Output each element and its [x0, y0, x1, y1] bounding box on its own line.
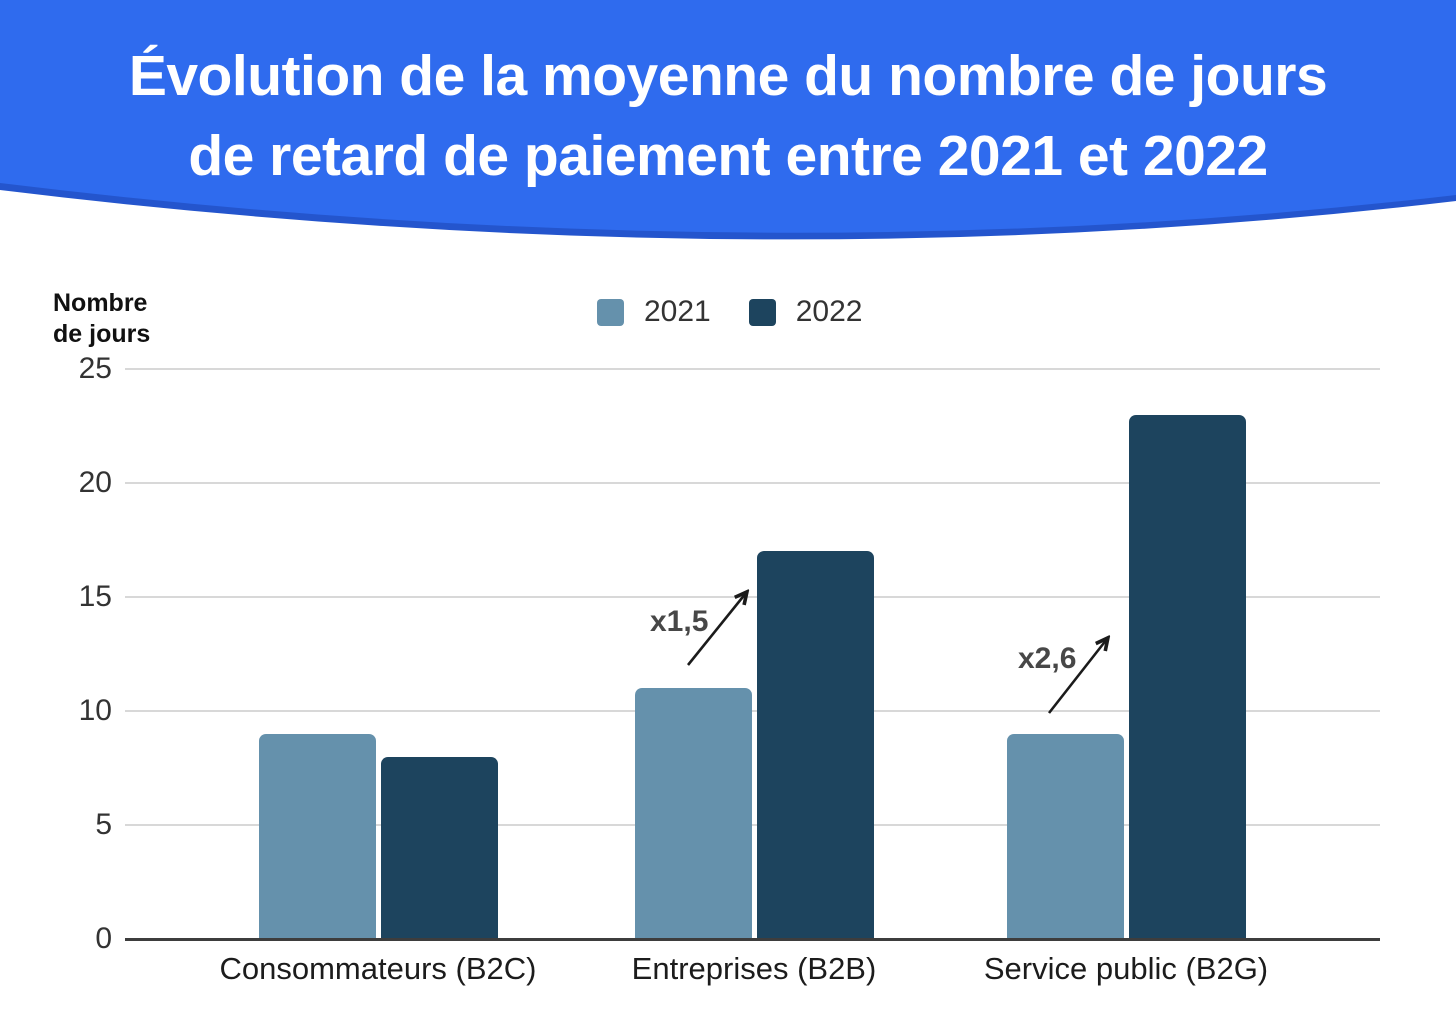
legend-label-2021: 2021 [644, 295, 711, 328]
page-title-line2: de retard de paiement entre 2021 et 2022 [188, 124, 1268, 188]
bar-2021-category-3 [1006, 733, 1124, 939]
chart-legend: 2021 2022 [597, 295, 863, 329]
bar-2022-category-2 [756, 551, 874, 939]
gridline-5 [125, 824, 1380, 826]
x-category-label-3: Service public (B2G) [983, 951, 1269, 986]
gridline-20 [125, 482, 1380, 484]
page-title-line1: Évolution de la moyenne du nombre de jou… [128, 44, 1328, 108]
gridline-25 [125, 368, 1380, 370]
legend-swatch-2021 [597, 298, 624, 326]
y-tick-label-15: 15 [78, 580, 112, 613]
legend-item-2021: 2021 [597, 295, 711, 329]
y-axis-title: Nombre de jours [53, 289, 151, 348]
x-category-label-1: Consommateurs (B2C) [219, 951, 537, 986]
legend-swatch-2022 [748, 298, 776, 326]
y-tick-label-10: 10 [78, 694, 112, 727]
banner-curved-shape [0, 0, 1456, 240]
y-tick-label-25: 25 [78, 352, 112, 385]
x-axis-line [125, 937, 1380, 941]
header-banner: Évolution de la moyenne du nombre de jou… [0, 0, 1456, 260]
page-title: Évolution de la moyenne du nombre de jou… [0, 36, 1456, 196]
legend-label-2022: 2022 [795, 295, 863, 328]
bar-2022-category-3 [1128, 414, 1246, 939]
banner-curve-fill [0, 0, 1456, 233]
bar-2022-category-1 [380, 756, 498, 939]
gridline-15 [125, 596, 1380, 598]
y-tick-label-5: 5 [95, 808, 112, 841]
annotation-x2-6-label: x2,6 [1018, 642, 1077, 675]
bar-2021-category-2 [634, 688, 752, 939]
y-tick-label-20: 20 [78, 466, 112, 499]
legend-item-2022: 2022 [748, 295, 863, 329]
y-tick-label-0: 0 [95, 922, 112, 955]
x-category-label-2: Entreprises (B2B) [631, 951, 877, 986]
annotation-x1-5-label: x1,5 [650, 605, 709, 638]
bar-2021-category-1 [258, 733, 376, 939]
gridline-10 [125, 710, 1380, 712]
